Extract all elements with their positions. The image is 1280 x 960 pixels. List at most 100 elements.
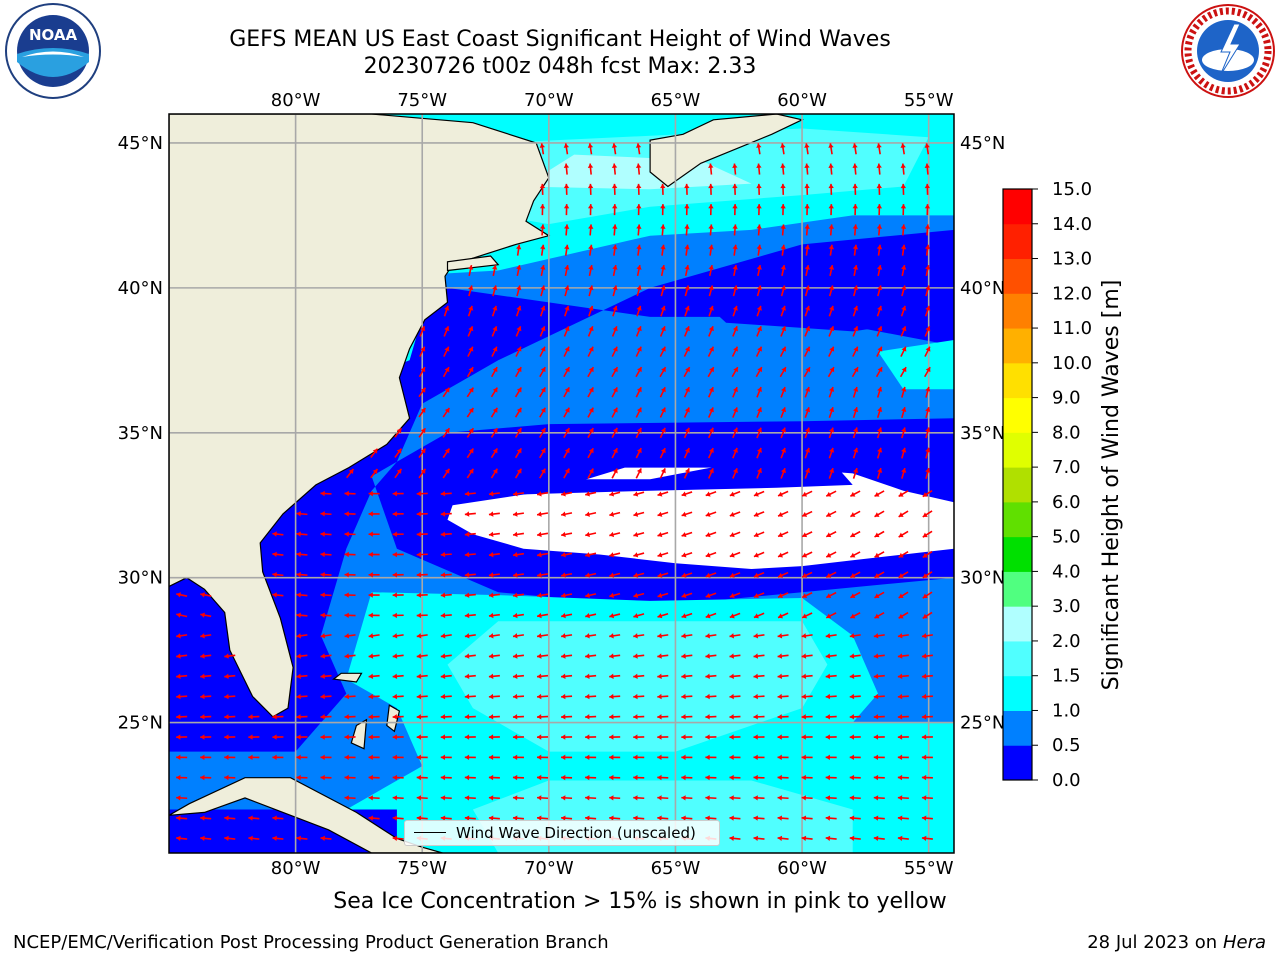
- wave-direction-arrowhead: [756, 427, 762, 433]
- wave-direction-arrowhead: [922, 492, 928, 497]
- wave-direction-arrowhead: [513, 633, 518, 639]
- wave-direction-arrowhead: [657, 673, 662, 680]
- wave-direction-arrowhead: [588, 387, 594, 393]
- wave-direction-arrowhead: [416, 612, 422, 619]
- wave-direction-arrowhead: [416, 551, 422, 558]
- wave-direction-arrowhead: [657, 633, 662, 639]
- wave-direction-arrowhead: [563, 204, 570, 209]
- wave-direction-arrowhead: [585, 774, 590, 781]
- wave-direction-arrowhead: [224, 815, 229, 821]
- wave-direction-arrowhead: [681, 552, 687, 558]
- land-polygon: [446, 255, 500, 272]
- wave-direction-arrowhead: [296, 572, 301, 578]
- wave-direction-arrowhead: [705, 491, 711, 497]
- wave-direction-arrowhead: [416, 774, 422, 781]
- wave-direction-arrowhead: [585, 815, 590, 821]
- wave-direction-arrowhead: [849, 633, 855, 639]
- wave-direction-arrowhead: [777, 795, 782, 801]
- wave-direction-arrowhead: [828, 265, 835, 270]
- wave-direction-arrowhead: [874, 552, 880, 558]
- wave-direction-arrowhead: [296, 673, 301, 680]
- wave-direction-arrowhead: [705, 673, 710, 680]
- wave-direction-arrowhead: [681, 592, 687, 599]
- wave-direction-arrowhead: [729, 653, 734, 659]
- wave-direction-arrowhead: [464, 673, 470, 680]
- wave-direction-arrowhead: [753, 754, 758, 761]
- wave-direction-arrowhead: [635, 163, 642, 169]
- wave-direction-arrowhead: [585, 653, 590, 659]
- wave-direction-arrowhead: [468, 305, 474, 311]
- footer-date: 28 Jul 2023 on Hera: [1087, 932, 1266, 953]
- wave-direction-arrowhead: [873, 774, 879, 781]
- wave-direction-arrowhead: [801, 774, 806, 781]
- map-frame: [168, 113, 955, 854]
- wave-direction-arrowhead: [200, 673, 205, 680]
- wave-direction-arrowhead: [200, 754, 205, 761]
- wave-direction-arrowhead: [416, 815, 422, 821]
- wave-direction-arrowhead: [516, 285, 522, 291]
- axis-tick-labels: 80°W 80°W 75°W 75°W 70°W 70°W 65°W 65°W 60°W 60°W…: [118, 90, 1006, 879]
- wave-direction-arrowhead: [804, 163, 810, 169]
- wave-direction-arrowhead: [705, 511, 711, 517]
- wave-direction-arrowhead: [612, 244, 618, 250]
- wave-direction-arrowhead: [825, 714, 831, 720]
- wave-direction-arrowhead: [636, 204, 642, 209]
- wave-direction-arrowhead: [368, 612, 373, 619]
- wave-direction-arrowhead: [660, 468, 666, 474]
- lat-tick-label-left: 40°N: [118, 278, 163, 299]
- wave-direction-arrowhead: [440, 491, 446, 497]
- wave-direction-arrowhead: [849, 754, 854, 761]
- wave-direction-arrowhead: [780, 163, 786, 169]
- wave-direction-arrowhead: [852, 244, 859, 250]
- wave-direction-arrowhead: [444, 326, 450, 332]
- wave-direction-arrowhead: [444, 448, 450, 454]
- wave-direction-arrowhead: [705, 714, 710, 720]
- wave-direction-arrowhead: [805, 427, 811, 433]
- wave-direction-arrowhead: [440, 653, 446, 659]
- wave-direction-arrowhead: [684, 427, 690, 433]
- wave-direction-arrowhead: [468, 468, 474, 474]
- colorbar-tick-label: 0.0: [1052, 770, 1081, 791]
- wave-direction-arrowhead: [681, 815, 686, 821]
- wave-direction-arrowhead: [850, 512, 856, 517]
- wave-direction-arrowhead: [464, 633, 470, 639]
- wave-direction-arrowhead: [392, 490, 397, 497]
- wave-direction-arrowhead: [320, 531, 325, 537]
- wave-direction-arrowhead: [537, 511, 542, 517]
- wave-direction-arrowhead: [372, 448, 378, 454]
- colorbar-tick-label: 8.0: [1052, 422, 1081, 443]
- wave-direction-arrowhead: [585, 714, 590, 720]
- wave-direction-arrowhead: [753, 613, 759, 619]
- wave-direction-arrowhead: [444, 346, 450, 352]
- wave-direction-arrowhead: [633, 815, 638, 821]
- wave-direction-arrowhead: [416, 592, 422, 598]
- wave-direction-arrowhead: [729, 532, 735, 538]
- wave-direction-arrowhead: [537, 612, 542, 619]
- wave-direction-arrowhead: [200, 653, 205, 659]
- wave-direction-arrowhead: [344, 633, 350, 639]
- wave-direction-arrowhead: [660, 346, 666, 352]
- wave-direction-arrowhead: [778, 532, 783, 538]
- wave-direction-arrowhead: [853, 468, 859, 473]
- wave-direction-arrowhead: [609, 815, 614, 821]
- wave-direction-arrowhead: [513, 552, 518, 558]
- wave-direction-arrowhead: [901, 367, 907, 373]
- wave-direction-arrowhead: [564, 468, 570, 474]
- wave-direction-arrowhead: [756, 244, 762, 250]
- wave-direction-arrowhead: [802, 491, 808, 497]
- wave-direction-arrowhead: [537, 633, 542, 639]
- wave-direction-arrowhead: [681, 673, 686, 680]
- wave-direction-arrowhead: [853, 407, 859, 413]
- wave-direction-arrowhead: [828, 143, 834, 148]
- wave-direction-arrowhead: [515, 244, 522, 250]
- wave-direction-arrowhead: [853, 305, 859, 311]
- wave-direction-arrowhead: [516, 428, 522, 434]
- wave-direction-arrowhead: [344, 511, 349, 517]
- wave-direction-arrowhead: [876, 183, 882, 189]
- wave-direction-arrowhead: [420, 407, 426, 413]
- wave-direction-arrowhead: [921, 774, 927, 781]
- wave-direction-arrowhead: [828, 163, 834, 169]
- wave-direction-arrowhead: [804, 224, 810, 229]
- wave-direction-arrowhead: [492, 407, 498, 413]
- wave-direction-arrowhead: [849, 774, 855, 781]
